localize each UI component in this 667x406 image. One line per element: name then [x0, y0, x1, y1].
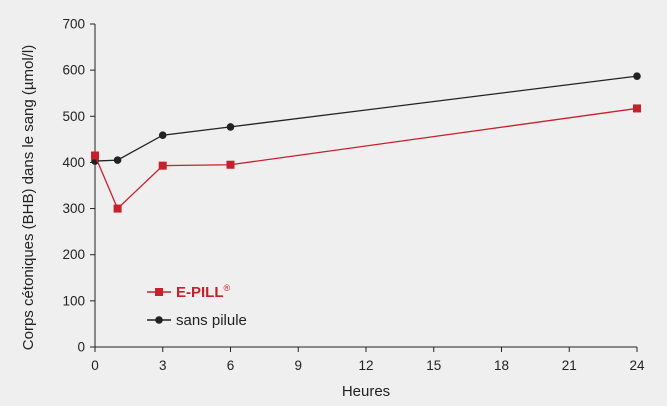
- y-tick-label: 500: [62, 109, 85, 124]
- x-axis-ticks: 0 3 6 9 12 15 18 21 24: [91, 347, 645, 373]
- legend: E-PILL® sans pilule: [147, 283, 247, 329]
- data-point-e-pill: [113, 204, 122, 213]
- legend-marker-sans-pilule: [155, 316, 163, 324]
- x-tick-label: 21: [562, 358, 577, 373]
- data-point-sans-pilule: [633, 72, 641, 80]
- data-point-e-pill: [226, 160, 235, 169]
- x-tick-label: 18: [494, 358, 509, 373]
- legend-marker-e-pill: [155, 288, 163, 296]
- data-point-e-pill: [91, 151, 99, 160]
- x-tick-label: 12: [358, 358, 373, 373]
- y-tick-label: 300: [62, 201, 85, 216]
- y-tick-label: 100: [62, 293, 85, 308]
- y-tick-label: 0: [77, 340, 85, 355]
- y-tick-label: 200: [62, 247, 85, 262]
- y-axis-ticks: 0 100 200 300 400 500 600 700: [62, 17, 95, 355]
- x-axis-title: Heures: [342, 383, 390, 400]
- y-tick-label: 400: [62, 155, 85, 170]
- x-tick-label: 15: [426, 358, 441, 373]
- x-tick-label: 3: [159, 358, 167, 373]
- x-tick-label: 9: [294, 358, 302, 373]
- data-point-e-pill: [633, 104, 641, 113]
- series-layer: [91, 72, 641, 213]
- x-tick-label: 24: [629, 358, 645, 373]
- y-tick-label: 700: [62, 17, 85, 32]
- x-tick-label: 6: [227, 358, 235, 373]
- x-tick-label: 0: [91, 358, 99, 373]
- y-axis-title: Corps cétoniques (BHB) dans le sang (µmo…: [20, 45, 37, 350]
- data-point-e-pill: [158, 161, 167, 170]
- legend-item-e-pill: E-PILL®: [147, 283, 231, 301]
- legend-label-e-pill: E-PILL®: [176, 283, 231, 301]
- legend-label-sans-pilule: sans pilule: [176, 312, 247, 329]
- data-point-sans-pilule: [158, 131, 167, 140]
- legend-item-sans-pilule: sans pilule: [147, 312, 247, 329]
- legend-label-e-pill-text: E-PILL: [176, 284, 224, 301]
- data-point-sans-pilule: [226, 123, 235, 131]
- y-tick-label: 600: [62, 63, 85, 78]
- data-point-sans-pilule: [113, 156, 122, 164]
- legend-label-e-pill-registered: ®: [224, 283, 231, 293]
